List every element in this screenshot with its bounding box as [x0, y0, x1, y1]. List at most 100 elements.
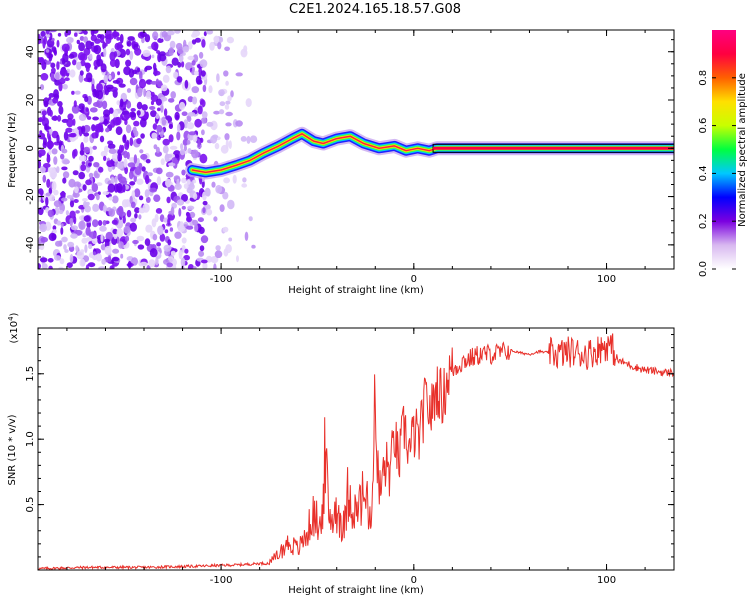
- noise-blob: [43, 100, 49, 108]
- noise-blob: [93, 170, 98, 178]
- noise-blob: [165, 154, 173, 158]
- noise-blob: [167, 162, 176, 167]
- noise-blob: [121, 144, 125, 152]
- noise-blob: [134, 166, 142, 176]
- noise-blob: [43, 35, 47, 45]
- noise-blob: [52, 229, 57, 234]
- noise-blob: [47, 258, 54, 263]
- noise-blob: [149, 106, 156, 110]
- noise-blob: [44, 126, 52, 130]
- noise-blob: [174, 30, 181, 34]
- noise-blob: [163, 108, 168, 117]
- noise-blob: [97, 220, 103, 226]
- noise-blob: [214, 142, 220, 150]
- noise-blob: [99, 116, 104, 123]
- noise-blob: [240, 48, 248, 58]
- y-tick-label: 1.0: [25, 431, 36, 447]
- noise-blob: [75, 210, 80, 214]
- noise-blob: [88, 155, 94, 162]
- noise-blob: [90, 30, 95, 37]
- noise-blob: [38, 57, 45, 66]
- x-tick-label: 100: [597, 575, 616, 586]
- noise-blob: [88, 190, 94, 195]
- noise-blob: [56, 166, 60, 174]
- noise-blob: [60, 197, 68, 202]
- noise-blob: [59, 68, 68, 77]
- noise-blob: [176, 123, 181, 133]
- noise-blob: [129, 77, 138, 86]
- noise-blob: [84, 96, 89, 103]
- noise-blob: [169, 227, 174, 232]
- noise-blob: [75, 245, 79, 252]
- noise-blob: [85, 226, 91, 236]
- noise-blob: [157, 38, 164, 43]
- noise-blob: [45, 49, 50, 53]
- noise-blob: [69, 132, 77, 138]
- noise-blob: [58, 240, 63, 247]
- noise-blob: [232, 174, 237, 184]
- noise-blob: [67, 241, 75, 248]
- noise-blob: [123, 158, 128, 168]
- noise-blob: [177, 46, 184, 55]
- noise-blob: [48, 265, 53, 269]
- noise-blob: [94, 66, 98, 70]
- noise-blob: [52, 97, 59, 104]
- noise-blob: [79, 150, 85, 156]
- noise-blob: [89, 107, 98, 113]
- noise-blob: [40, 73, 49, 81]
- noise-blob: [41, 263, 48, 269]
- noise-blob: [107, 183, 116, 193]
- noise-blob: [170, 91, 176, 99]
- noise-blob: [183, 254, 191, 261]
- noise-blob: [60, 227, 64, 235]
- noise-blob: [79, 36, 85, 41]
- noise-blob: [136, 101, 143, 110]
- noise-blob: [223, 70, 229, 77]
- noise-blob: [78, 171, 86, 180]
- noise-blob: [168, 47, 174, 56]
- noise-blob: [189, 211, 196, 218]
- noise-blob: [70, 233, 78, 239]
- noise-blob: [69, 69, 76, 78]
- noise-blob: [165, 65, 172, 74]
- noise-blob: [168, 134, 174, 143]
- noise-blob: [108, 74, 112, 81]
- noise-blob: [60, 223, 64, 228]
- noise-blob: [181, 111, 188, 116]
- noise-blob: [50, 72, 55, 82]
- noise-blob: [202, 261, 208, 269]
- noise-blob: [242, 177, 247, 183]
- noise-blob: [92, 145, 97, 150]
- noise-blob: [49, 128, 53, 135]
- noise-blob: [129, 50, 134, 61]
- noise-blob: [40, 236, 48, 243]
- noise-blob: [61, 158, 70, 165]
- snr-axes: -100 0 100 0.5 1.0 1.5: [25, 328, 674, 586]
- noise-blob: [53, 115, 58, 121]
- noise-blob: [116, 228, 124, 238]
- noise-blob: [139, 70, 143, 81]
- noise-blob: [66, 262, 73, 268]
- noise-blob: [176, 131, 181, 141]
- noise-blob: [186, 179, 191, 185]
- noise-blob: [103, 238, 111, 243]
- noise-blob: [103, 109, 111, 117]
- noise-blob: [105, 231, 113, 241]
- noise-blob: [166, 196, 171, 204]
- noise-blob: [125, 199, 131, 208]
- noise-blob: [134, 188, 141, 198]
- noise-blob: [72, 59, 77, 66]
- noise-blob: [95, 253, 102, 262]
- noise-blob: [200, 117, 207, 124]
- noise-blob: [104, 42, 108, 47]
- snr-xlabel: Height of straight line (km): [288, 585, 424, 596]
- heatmap-ridge-layer: [185, 126, 674, 180]
- noise-blob: [188, 131, 197, 136]
- noise-blob: [145, 196, 151, 203]
- noise-blob: [201, 39, 206, 48]
- noise-blob: [63, 244, 67, 251]
- noise-blob: [74, 90, 81, 95]
- noise-blob: [160, 84, 168, 92]
- noise-blob: [138, 195, 144, 201]
- noise-blob: [98, 266, 106, 269]
